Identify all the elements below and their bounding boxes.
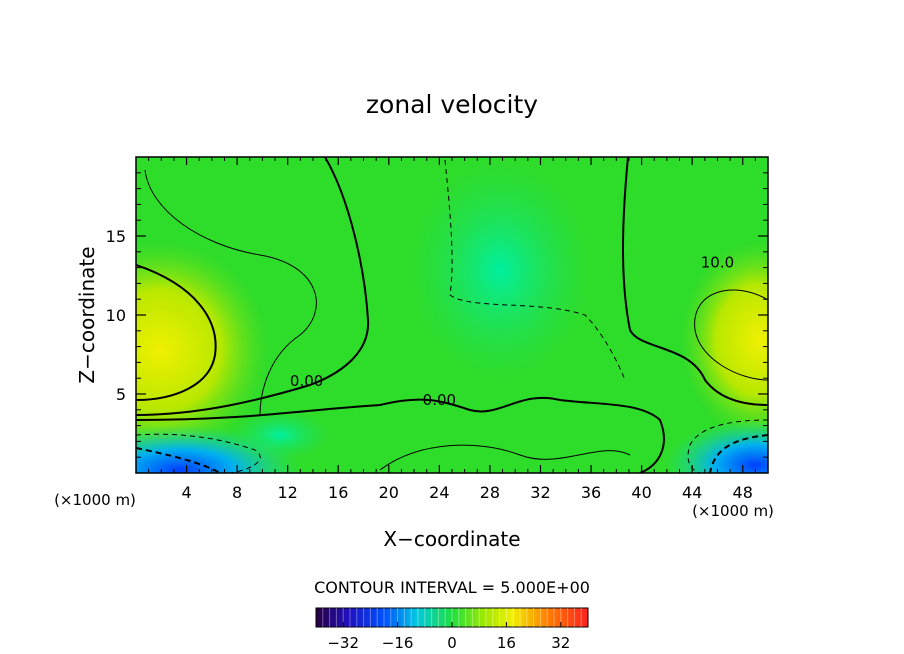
contour-zero-mid bbox=[136, 157, 370, 416]
y-tick-label-5: 5 bbox=[116, 385, 126, 404]
contour-zero-right bbox=[622, 157, 768, 406]
x-tick-label-8: 8 bbox=[232, 483, 242, 502]
colorbar-tick-label: −16 bbox=[382, 634, 414, 652]
velocity-field bbox=[136, 157, 768, 473]
chart-title: zonal velocity bbox=[366, 90, 538, 119]
contour-zero-bottom bbox=[136, 396, 665, 473]
colorbar-tick-label: 0 bbox=[447, 634, 457, 652]
y-tick-label-15: 15 bbox=[106, 227, 126, 246]
contour-lines bbox=[136, 157, 768, 473]
contour-ten-right bbox=[694, 289, 768, 381]
x-tick-label-28: 28 bbox=[480, 483, 500, 502]
contour-label: 0.00 bbox=[290, 372, 323, 390]
x-axis-ticks: 4 8 12 16 20 24 28 32 36 40 44 48 bbox=[148, 157, 756, 502]
contour-dash-bottom-left-2 bbox=[136, 447, 221, 473]
x-tick-label-16: 16 bbox=[328, 483, 348, 502]
x-unit-left: (×1000 m) bbox=[54, 491, 136, 509]
colorbar-tick-label: 32 bbox=[551, 634, 570, 652]
colorbar-tick-label: 16 bbox=[497, 634, 516, 652]
x-tick-label-4: 4 bbox=[181, 483, 191, 502]
x-unit-right: (×1000 m) bbox=[692, 502, 774, 520]
y-axis-ticks: 5 10 15 bbox=[106, 172, 768, 458]
x-tick-label-40: 40 bbox=[631, 483, 651, 502]
x-tick-label-48: 48 bbox=[733, 483, 753, 502]
colorbar-ticks: −32 −16 0 16 32 bbox=[327, 622, 570, 652]
x-tick-label-24: 24 bbox=[429, 483, 449, 502]
y-axis-label: Z−coordinate bbox=[75, 246, 99, 383]
x-tick-label-20: 20 bbox=[379, 483, 399, 502]
contour-label: 0.00 bbox=[423, 391, 456, 409]
contour-interval: CONTOUR INTERVAL = 5.000E+00 bbox=[314, 578, 590, 597]
contour-zero-left bbox=[136, 264, 217, 401]
contour-five-left bbox=[144, 169, 317, 416]
contour-dash-bottom-left bbox=[136, 433, 261, 473]
colorbar-tick-label: −32 bbox=[327, 634, 359, 652]
x-axis-label: X−coordinate bbox=[383, 527, 520, 551]
contour-dash-top bbox=[444, 159, 626, 381]
y-tick-label-10: 10 bbox=[106, 306, 126, 325]
x-tick-label-44: 44 bbox=[682, 483, 702, 502]
contour-labels: 0.00 0.00 10.0 bbox=[290, 254, 734, 409]
x-tick-label-32: 32 bbox=[530, 483, 550, 502]
contour-five-bottom bbox=[379, 444, 631, 471]
x-tick-label-12: 12 bbox=[278, 483, 298, 502]
contour-label: 10.0 bbox=[701, 254, 734, 272]
x-tick-label-36: 36 bbox=[581, 483, 601, 502]
